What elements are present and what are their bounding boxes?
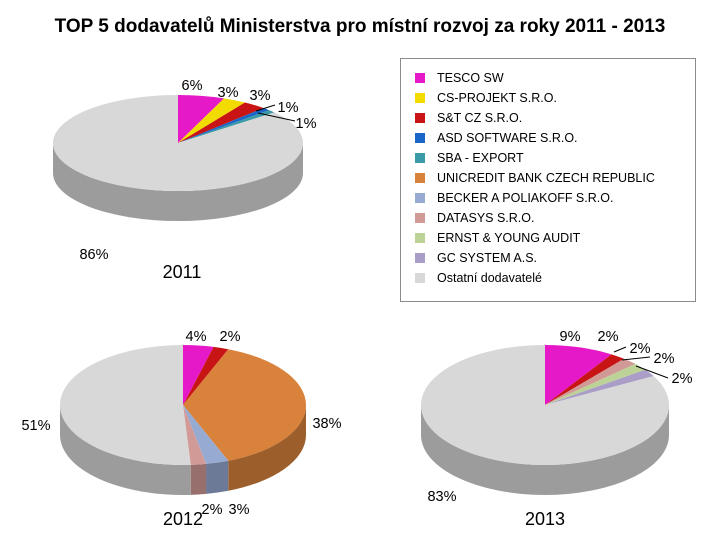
pie-side [206,460,229,494]
pie-side [53,143,303,221]
leader-line [621,356,651,361]
pie-chart-2011: 6% 3% 3% 1%1% 86% 2011 [52,78,317,282]
pie-slice [545,345,612,405]
legend-label: CS-PROJEKT S.R.O. [437,91,557,105]
data-label: 2% [220,329,241,345]
data-label: 2% [672,371,693,387]
pie-slice [545,354,625,405]
data-label: 2% [202,502,223,518]
pie-slice [52,95,303,191]
legend-item: Ostatní dodavatelé [415,269,542,287]
pie-slice [59,345,191,466]
legend-item: GC SYSTEM A.S. [415,249,537,267]
legend-swatch [415,233,425,243]
year-label: 2013 [525,509,565,529]
legend-label: ERNST & YOUNG AUDIT [437,231,581,245]
data-label: 2% [598,329,619,345]
data-label: 83% [427,489,456,505]
legend-item: TESCO SW [415,69,504,87]
pie-slice [183,346,229,405]
data-label: 3% [250,88,271,104]
pie-slice [178,102,264,143]
pie-slice [178,95,225,143]
legend-label: SBA - EXPORT [437,151,524,165]
leader-line [613,346,627,353]
pie-slice [178,110,275,143]
data-label: 3% [229,502,250,518]
pie-side [190,463,207,495]
pie-slice [183,349,307,461]
legend-item: S&T CZ S.R.O. [415,109,522,127]
legend-swatch [415,133,425,143]
pie-slice [545,369,654,405]
data-label: 9% [560,329,581,345]
legend-item: UNICREDIT BANK CZECH REPUBLIC [415,169,655,187]
pie-chart-2012: 4% 2% 38% 3% 2% 51% 2012 [21,329,341,529]
data-label: 38% [312,416,341,432]
legend-label: Ostatní dodavatelé [437,271,542,285]
legend-item: CS-PROJEKT S.R.O. [415,89,557,107]
data-label: 1% [296,116,317,132]
pie-slice [183,405,207,465]
legend-swatch [415,113,425,123]
legend-item: SBA - EXPORT [415,149,524,167]
data-label: 51% [21,418,50,434]
pie-slice [545,358,636,405]
legend-label: DATASYS S.R.O. [437,211,535,225]
data-label: 3% [218,85,239,101]
legend-item: ASD SOFTWARE S.R.O. [415,129,578,147]
leader-line [257,112,296,122]
legend: TESCO SW CS-PROJEKT S.R.O. S&T CZ S.R.O. AS… [400,58,696,302]
legend-swatch [415,253,425,263]
pie-side [421,405,669,495]
data-label: 1% [278,100,299,116]
pie-slice [178,108,270,143]
year-label: 2012 [163,509,203,529]
legend-swatch [415,93,425,103]
pie-slice [183,345,214,405]
legend-item: ERNST & YOUNG AUDIT [415,229,580,247]
chart-title: TOP 5 dodavatelů Ministerstva pro místní… [54,16,666,37]
pie-slice [183,405,229,464]
data-label: 86% [79,247,108,263]
legend-swatch [415,73,425,83]
legend-item: BECKER A POLIAKOFF S.R.O. [415,189,613,207]
legend-item: DATASYS S.R.O. [415,209,534,227]
pie-side [60,405,191,495]
legend-label: ASD SOFTWARE S.R.O. [437,131,578,145]
data-label: 6% [182,78,203,94]
legend-label: GC SYSTEM A.S. [437,251,538,265]
leader-line [635,365,669,379]
legend-swatch [415,173,425,183]
legend-label: UNICREDIT BANK CZECH REPUBLIC [437,171,655,185]
leader-line [255,104,276,112]
pie-side [228,405,306,491]
legend-swatch [415,213,425,223]
legend-label: S&T CZ S.R.O. [437,111,523,125]
pie-chart-2013: 9% 2%2%2%2%83%2013 [421,329,693,529]
legend-label: TESCO SW [437,71,504,85]
pie-slice [421,345,670,466]
legend-label: BECKER A POLIAKOFF S.R.O. [437,191,614,205]
legend-swatch [415,193,425,203]
pie-slice [178,98,245,143]
legend-swatch [415,273,425,283]
year-label: 2011 [163,262,202,282]
data-label: 2% [654,351,675,367]
legend-swatch [415,153,425,163]
data-label: 2% [630,341,651,357]
data-label: 4% [186,329,207,345]
pie-slice [545,363,646,405]
